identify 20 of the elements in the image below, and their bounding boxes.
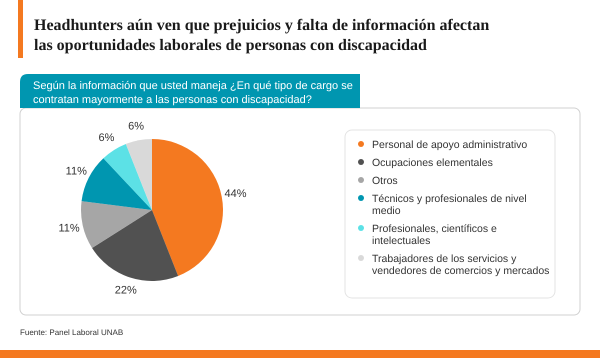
source-note: Fuente: Panel Laboral UNAB bbox=[20, 328, 124, 337]
legend-label: Ocupaciones elementales bbox=[372, 157, 493, 169]
pie-slice bbox=[103, 144, 152, 210]
data-label: 6% bbox=[98, 132, 115, 144]
data-label: 22% bbox=[114, 284, 137, 297]
legend-label: Técnicos y profesionales de nivel medio bbox=[372, 193, 527, 217]
pie-slice bbox=[92, 210, 178, 281]
data-label: 44% bbox=[224, 188, 247, 200]
legend-label: Trabajadores de los servicios y vendedores de comercios y mercados bbox=[372, 253, 550, 277]
data-label: 6% bbox=[128, 120, 144, 132]
data-label: 11% bbox=[58, 222, 80, 234]
legend-label: Otros bbox=[372, 175, 398, 187]
pie-slice bbox=[126, 139, 152, 210]
pie-slice bbox=[81, 201, 152, 248]
chart-subtitle: Según la información que usted maneja ¿En qué tipo de cargo se contratan mayormente a las personas con discapacidad? bbox=[33, 80, 353, 106]
legend-label: Profesionales, científicos e intelectuales bbox=[372, 223, 498, 247]
legend-label: Personal de apoyo administrativo bbox=[372, 139, 528, 151]
chart-title: Headhunters aún ven que prejuicios y falta de información afectan las oportunidades laborales de personas con discapacidad bbox=[34, 17, 490, 54]
data-label: 11% bbox=[66, 165, 88, 178]
pie-slice bbox=[152, 139, 223, 276]
